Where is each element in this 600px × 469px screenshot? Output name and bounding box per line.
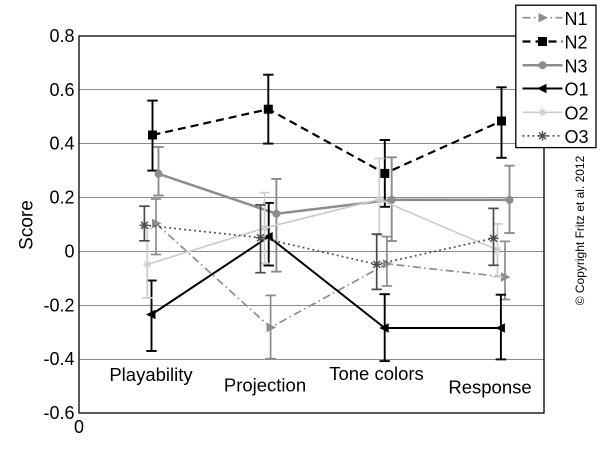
svg-text:Tone colors: Tone colors (329, 363, 424, 384)
svg-text:N2: N2 (565, 33, 588, 53)
svg-text:Projection: Projection (224, 375, 306, 396)
svg-text:0.6: 0.6 (49, 80, 74, 100)
svg-text:Response: Response (448, 377, 531, 398)
svg-text:0.8: 0.8 (49, 26, 74, 46)
svg-text:© Copyright Fritz et al. 2012: © Copyright Fritz et al. 2012 (573, 155, 587, 305)
svg-text:0: 0 (74, 417, 84, 437)
svg-text:Score: Score (17, 200, 38, 250)
svg-text:O2: O2 (565, 104, 589, 124)
svg-text:N3: N3 (565, 56, 588, 76)
svg-text:0: 0 (64, 241, 74, 261)
svg-text:O1: O1 (565, 80, 589, 100)
svg-text:-0.6: -0.6 (43, 403, 74, 423)
svg-text:Playability: Playability (109, 364, 193, 385)
svg-text:N1: N1 (565, 9, 588, 29)
svg-text:-0.2: -0.2 (43, 295, 74, 315)
svg-text:-0.4: -0.4 (43, 349, 74, 369)
svg-text:0.4: 0.4 (49, 134, 74, 154)
svg-text:0.2: 0.2 (49, 188, 74, 208)
svg-text:O3: O3 (565, 127, 589, 147)
